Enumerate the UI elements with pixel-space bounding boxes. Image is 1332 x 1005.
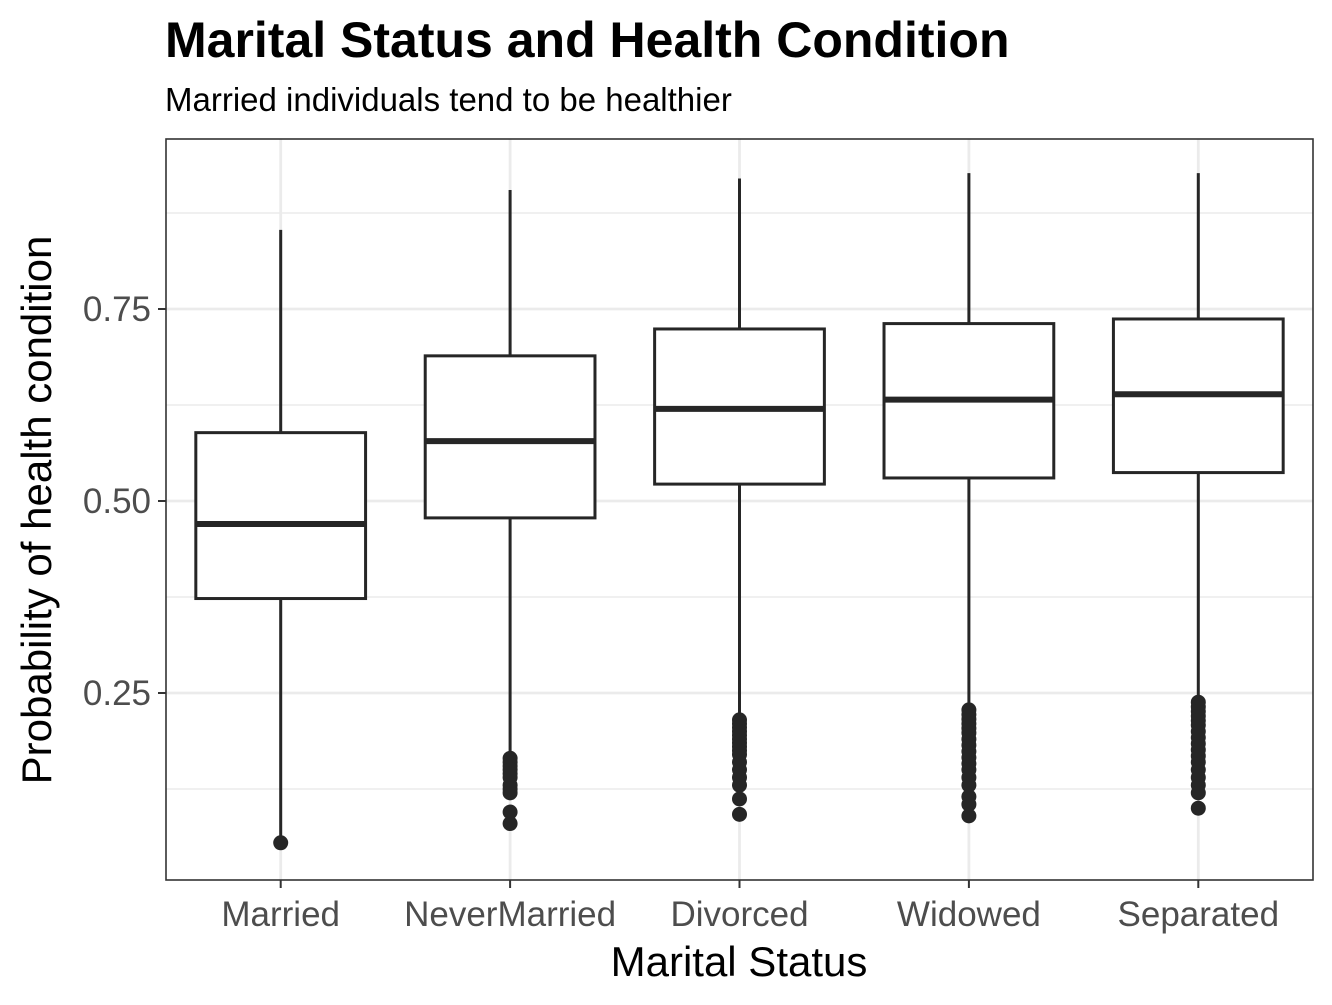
outlier-point <box>732 791 747 807</box>
chart-title: Marital Status and Health Condition <box>165 12 1010 68</box>
box-nevermarried <box>423 189 597 832</box>
boxes-layer <box>194 173 1285 851</box>
outlier-point <box>732 806 747 822</box>
outlier-point <box>273 835 289 851</box>
box-married <box>194 229 368 851</box>
axes-layer: 0.25 0.50 0.75 Married NeverMarried Divorced W… <box>83 290 1279 934</box>
box-widowed <box>882 173 1056 824</box>
outlier-point <box>732 777 747 793</box>
outlier-point <box>961 777 977 793</box>
y-tick-label: 0.50 <box>83 482 151 521</box>
box-divorced <box>653 178 826 822</box>
x-axis-title: Marital Status <box>611 938 868 985</box>
outlier-point <box>961 808 977 824</box>
outlier-point <box>502 804 518 820</box>
outlier-point <box>961 796 977 812</box>
x-tick-label: NeverMarried <box>404 895 616 934</box>
x-tick-label: Divorced <box>670 895 808 934</box>
y-tick-label: 0.25 <box>83 674 151 713</box>
y-tick-label: 0.75 <box>83 290 151 329</box>
box-rect <box>423 354 597 520</box>
y-axis-title: Probability of health condition <box>13 236 60 785</box>
outlier-point <box>1190 800 1206 816</box>
box-separated <box>1111 173 1285 816</box>
x-tick-label: Widowed <box>897 895 1041 934</box>
outlier-point <box>502 785 518 801</box>
x-tick-label: Married <box>221 895 340 934</box>
outlier-point <box>1190 785 1206 801</box>
chart-subtitle: Married individuals tend to be healthier <box>165 81 732 118</box>
box-rect <box>194 431 368 601</box>
outlier-point <box>502 816 518 832</box>
x-tick-label: Separated <box>1118 895 1280 934</box>
